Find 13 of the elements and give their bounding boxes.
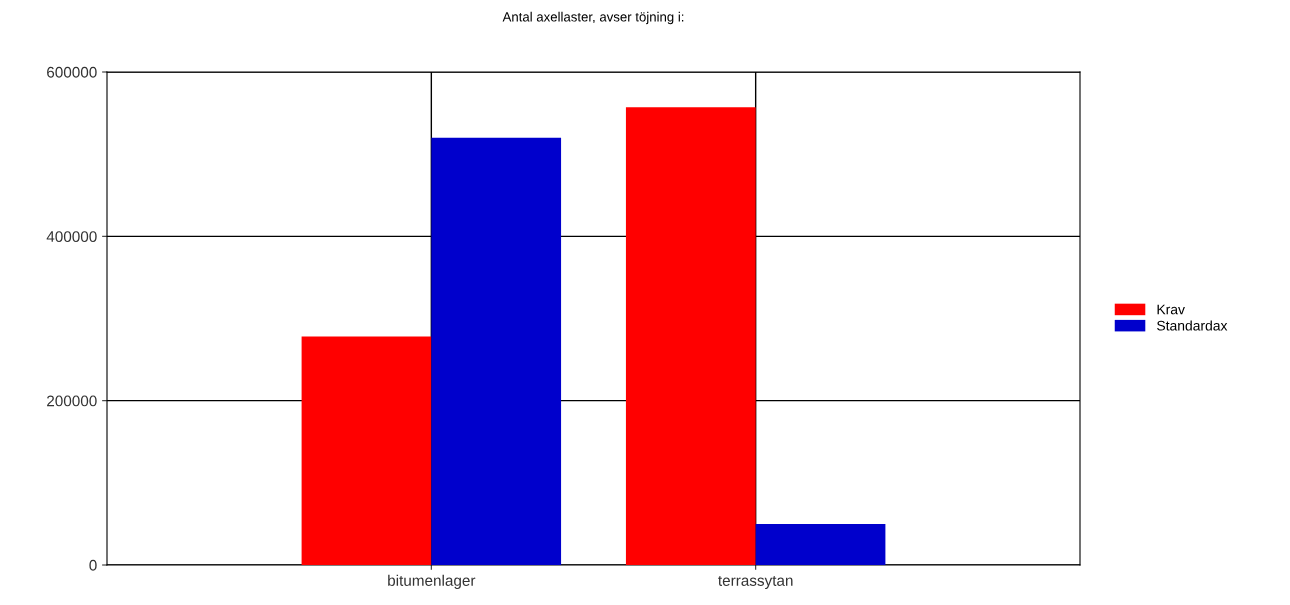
y-tick-label: 200000 [47, 395, 97, 407]
chart-title: Antal axellaster, avser töjning i: [502, 11, 684, 25]
bar [755, 523, 886, 565]
x-tick-label: bitumenlager [388, 574, 476, 589]
legend-label: Krav [1157, 304, 1185, 315]
legend-label: Standardax [1157, 320, 1228, 331]
y-tick-label: 600000 [47, 66, 97, 78]
y-tick-label: 400000 [46, 231, 97, 243]
bar [301, 336, 432, 565]
y-tick-label: 0 [89, 559, 97, 571]
x-tick-label: terrassytan [718, 575, 793, 589]
bar [431, 137, 562, 565]
bar [625, 107, 756, 565]
